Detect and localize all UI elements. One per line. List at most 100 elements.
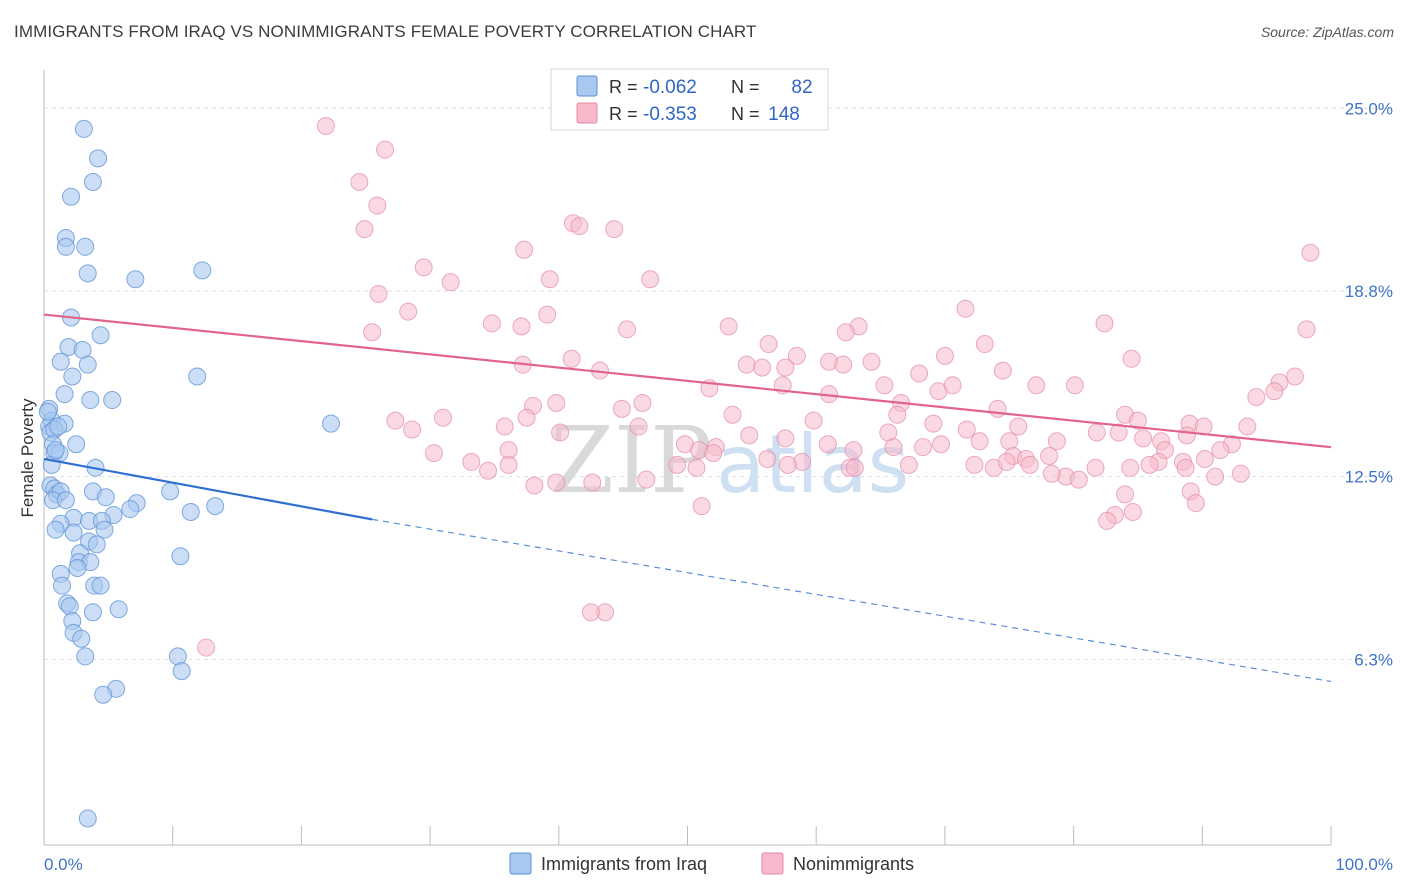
legend-r-value-non: -0.353 [643, 104, 697, 125]
iraq-point [95, 520, 114, 539]
iraq-point [89, 149, 108, 168]
nonimmigrants-point [1116, 485, 1135, 504]
nonimmigrants-point [988, 399, 1007, 418]
nonimmigrants-point [570, 217, 589, 236]
x-ticks [43, 826, 1332, 845]
legend-r-label-iraq: R = [609, 77, 638, 97]
bottom-legend-swatch-iraq [509, 852, 532, 875]
nonimmigrants-point [581, 603, 600, 622]
y-tick-label: 25.0% [1345, 99, 1393, 118]
y-tick-labels: 6.3% 12.5% 18.8% 25.0% [1345, 99, 1393, 669]
nonimmigrants-point [637, 470, 656, 489]
nonimmigrants-point [1069, 470, 1088, 489]
iraq-point [172, 662, 191, 681]
nonimmigrants-point [899, 455, 918, 474]
iraq-point [78, 809, 97, 828]
nonimmigrants-point [1134, 429, 1153, 448]
nonimmigrants-point [433, 408, 452, 427]
legend-swatch-non [576, 102, 598, 124]
nonimmigrants-point [787, 346, 806, 365]
iraq-point [193, 261, 212, 280]
iraq-point [67, 435, 86, 454]
iraq-point [161, 482, 180, 501]
nonimmigrants-point [618, 320, 637, 339]
iraq-trend-line-extrapolated [372, 518, 1332, 683]
nonimmigrants-point [1020, 455, 1039, 474]
nonimmigrants-point [368, 196, 387, 215]
iraq-point [56, 237, 75, 256]
correlation-legend: R = -0.062 N = 82 R = -0.353 N = 148 [550, 68, 829, 131]
nonimmigrants-point [818, 435, 837, 454]
bottom-legend-swatch-non [761, 852, 784, 875]
nonimmigrants-point [414, 258, 433, 277]
nonimmigrants-point [376, 140, 395, 159]
nonimmigrants-point [1206, 467, 1225, 486]
nonimmigrants-point [935, 346, 954, 365]
iraq-point [121, 500, 140, 519]
nonimmigrants-point [687, 458, 706, 477]
nonimmigrants-point [551, 423, 570, 442]
nonimmigrants-point [525, 476, 544, 495]
nonimmigrants-point [943, 376, 962, 395]
nonimmigrants-point [1109, 423, 1128, 442]
iraq-point [78, 264, 97, 283]
nonimmigrants-point [515, 240, 534, 259]
nonimmigrants-point [884, 438, 903, 457]
nonimmigrants-point [759, 335, 778, 354]
nonimmigrants-point [369, 284, 388, 303]
iraq-point [63, 367, 82, 386]
nonimmigrants-point [403, 420, 422, 439]
nonimmigrants-point [888, 405, 907, 424]
legend-n-value-iraq: 82 [791, 77, 812, 98]
nonimmigrants-point [1065, 376, 1084, 395]
nonimmigrants-point [740, 426, 759, 445]
iraq-point [83, 603, 102, 622]
iraq-point [206, 497, 225, 516]
nonimmigrants-point [1231, 464, 1250, 483]
series-legend: Immigrants from Iraq Nonimmigrants [509, 852, 914, 875]
nonimmigrants-point [1247, 388, 1266, 407]
nonimmigrants-point [499, 455, 518, 474]
y-tick-label: 12.5% [1345, 468, 1393, 487]
iraq-point [55, 385, 74, 404]
nonimmigrants-point [692, 497, 711, 516]
nonimmigrants-point [1195, 449, 1214, 468]
nonimmigrants-point [758, 449, 777, 468]
nonimmigrants-point [737, 355, 756, 374]
nonimmigrants-point [844, 441, 863, 460]
nonimmigrants-point [1121, 458, 1140, 477]
nonimmigrants-point [641, 270, 660, 289]
nonimmigrants-point [834, 355, 853, 374]
x-tick-label-max: 100.0% [1335, 855, 1393, 874]
iraq-point [322, 414, 341, 433]
nonimmigrants-point [719, 317, 738, 336]
trend-lines [43, 313, 1332, 683]
nonimmigrants-point [836, 323, 855, 342]
nonimmigrants-point [723, 405, 742, 424]
watermark: ZIP atlas [550, 407, 909, 514]
nonimmigrants-point [932, 435, 951, 454]
nonimmigrants-point [997, 452, 1016, 471]
legend-r-value-iraq: -0.062 [643, 77, 697, 98]
nonimmigrants-point [1123, 503, 1142, 522]
nonimmigrants-point [970, 432, 989, 451]
iraq-point [87, 535, 106, 554]
nonimmigrants-point [778, 455, 797, 474]
nonimmigrants-point [1297, 320, 1316, 339]
nonimmigrants-point [1095, 314, 1114, 333]
legend-r-label-non: R = [609, 104, 638, 124]
nonimmigrants-point [1238, 417, 1257, 436]
iraq-point [60, 597, 79, 616]
source-label: Source: ZipAtlas.com [1260, 24, 1394, 40]
iraq-point [74, 119, 93, 138]
y-tick-label: 18.8% [1345, 282, 1393, 301]
nonimmigrants-trend-line [43, 313, 1332, 449]
nonimmigrants-point [355, 220, 374, 239]
iraq-points [38, 119, 341, 828]
bottom-legend-label-non: Nonimmigrants [793, 854, 914, 874]
nonimmigrants-point [1009, 417, 1028, 436]
y-tick-label: 6.3% [1354, 650, 1393, 669]
y-axis-label: Female Poverty [18, 398, 37, 518]
nonimmigrants-points [197, 116, 1320, 657]
nonimmigrants-point [1000, 432, 1019, 451]
